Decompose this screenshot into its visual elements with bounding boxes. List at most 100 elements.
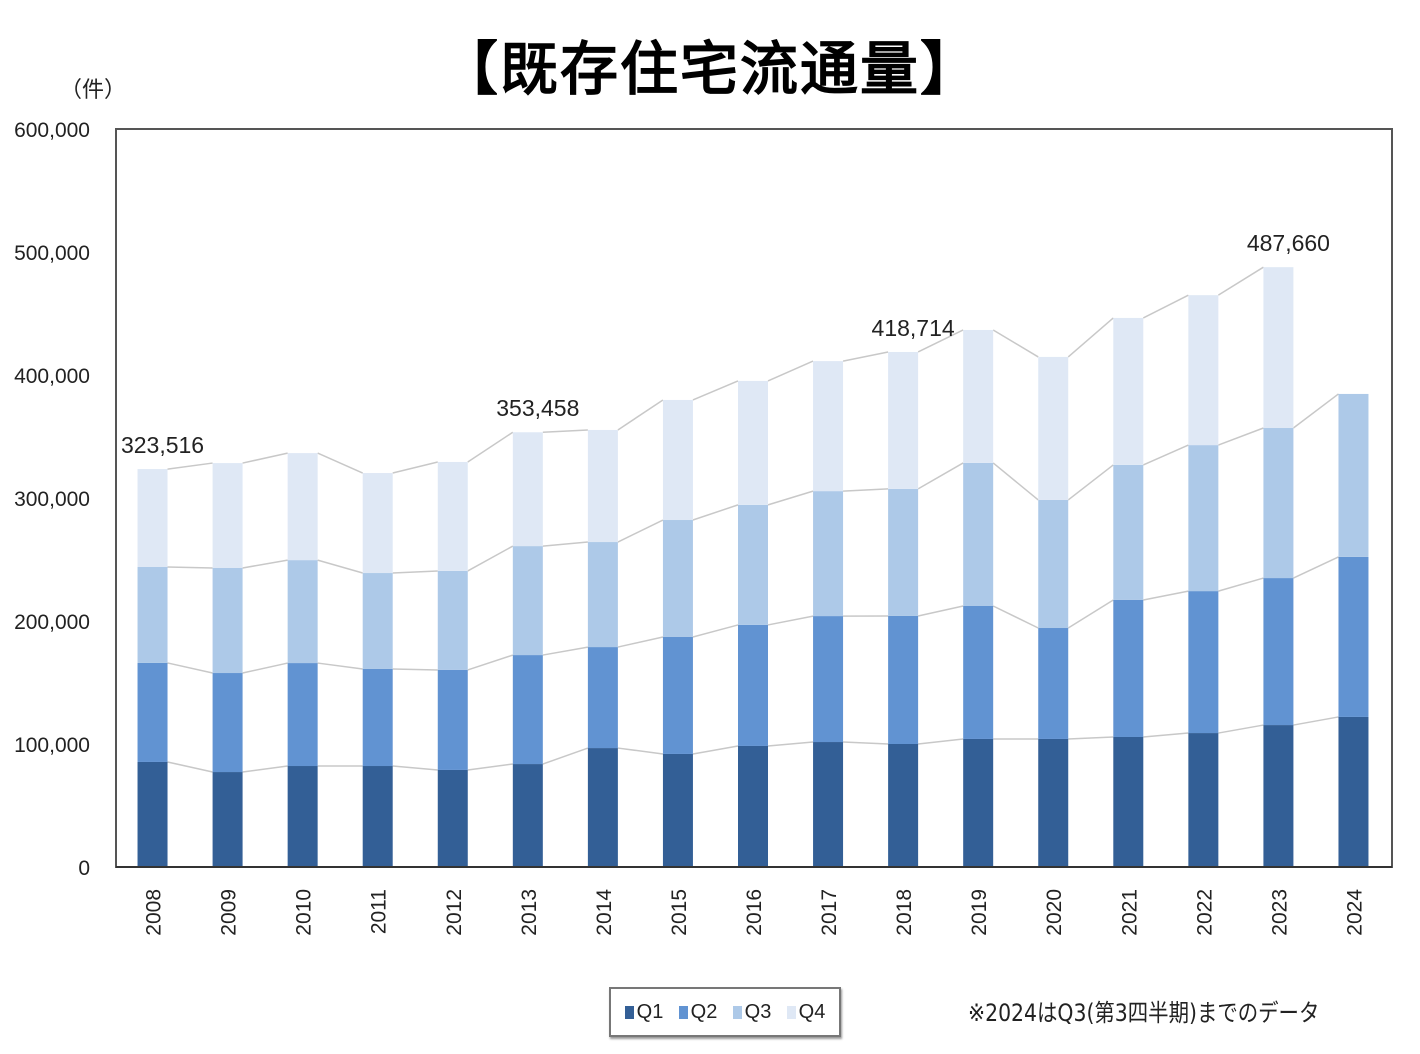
y-tick-label: 0 <box>78 857 90 880</box>
x-tick-label: 2016 <box>743 889 766 936</box>
y-tick-label: 500,000 <box>14 242 90 265</box>
series-connector-line <box>1143 732 1189 738</box>
series-connector-line <box>692 624 739 638</box>
bar-q2-2024 <box>1338 556 1369 717</box>
bar-q4-2016 <box>738 380 768 505</box>
series-connector-line <box>1067 599 1114 629</box>
bar-q4-2018 <box>888 351 919 489</box>
bar-q2-2012 <box>437 669 468 770</box>
bar-q1-2020 <box>1038 738 1069 867</box>
series-connector-line <box>992 462 1039 501</box>
bar-q4-2015 <box>662 399 693 521</box>
bar-q4-2008 <box>137 469 168 568</box>
bar-q2-2019 <box>963 605 994 739</box>
legend-label: Q1 <box>636 1000 664 1023</box>
bar-q1-2015 <box>662 753 693 867</box>
x-tick-label: 2023 <box>1268 889 1291 936</box>
series-connector-line <box>1143 590 1189 601</box>
series-connector-line <box>542 541 588 547</box>
bar-q1-2024 <box>1338 716 1369 867</box>
legend-label: Q3 <box>744 1000 772 1023</box>
x-tick-label: 2013 <box>518 889 541 936</box>
bar-q2-2017 <box>813 616 844 743</box>
series-connector-line <box>392 765 438 771</box>
series-connector-line <box>467 545 514 572</box>
series-connector-line <box>1293 716 1339 726</box>
x-tick-label: 2018 <box>893 889 916 936</box>
y-tick-label: 400,000 <box>14 365 90 388</box>
series-connector-line <box>692 745 739 755</box>
bar-q1-2010 <box>287 766 318 867</box>
series-connector-line <box>392 461 438 474</box>
bar-q2-2010 <box>287 663 318 767</box>
x-tick-label: 2010 <box>293 889 316 936</box>
series-connector-line <box>617 636 664 648</box>
series-connector-line <box>242 765 288 773</box>
bar-q1-2011 <box>362 766 393 867</box>
total-data-label: 487,660 <box>1247 230 1330 256</box>
bar-q1-2017 <box>813 742 844 867</box>
bar-q1-2018 <box>888 744 919 867</box>
bar-q1-2023 <box>1263 725 1294 867</box>
series-connector-line <box>317 559 363 574</box>
legend-label: Q2 <box>690 1000 718 1023</box>
bar-q1-2016 <box>738 745 768 867</box>
footnote: ※2024はQ3(第3四半期)までのデータ <box>968 999 1320 1027</box>
x-tick-label: 2022 <box>1193 889 1216 936</box>
bar-q4-2010 <box>287 453 318 561</box>
series-connector-line <box>843 741 889 745</box>
x-tick-label: 2024 <box>1343 889 1366 936</box>
bar-q2-2023 <box>1263 578 1294 726</box>
series-connector-line <box>467 654 514 671</box>
series-connector-line <box>167 761 213 773</box>
series-connector-line <box>1292 393 1339 429</box>
series-connector-line <box>242 662 288 674</box>
chart-title: 【既存住宅流通量】 <box>439 35 980 103</box>
series-connector-line <box>992 329 1039 358</box>
bar-q2-2009 <box>212 673 243 773</box>
series-connector-line <box>843 488 889 492</box>
bar-q4-2021 <box>1113 317 1144 465</box>
series-connector-line <box>767 490 814 506</box>
series-connector-line <box>1067 317 1114 358</box>
bar-q1-2013 <box>512 764 543 867</box>
series-connector-line <box>1142 444 1189 466</box>
bar-q3-2010 <box>287 560 318 664</box>
bar-q3-2008 <box>137 567 168 663</box>
total-data-label: 323,516 <box>121 432 204 458</box>
series-connector-line <box>1142 294 1189 319</box>
series-connector-line <box>1217 266 1264 296</box>
legend-item-q1: Q1 <box>624 1000 664 1024</box>
bar-q2-2016 <box>738 624 768 746</box>
series-connector-line <box>317 452 364 474</box>
series-connector-line <box>542 747 589 765</box>
series-connector-line <box>467 763 513 771</box>
series-connector-line <box>542 646 589 656</box>
x-tick-label: 2019 <box>968 889 991 936</box>
bar-q2-2022 <box>1188 591 1219 734</box>
series-connector-line <box>617 519 664 543</box>
series-connector-line <box>167 462 213 470</box>
series-connector-line <box>992 605 1039 629</box>
bar-q4-2022 <box>1188 295 1219 446</box>
series-connector-line <box>167 566 213 569</box>
bar-q1-2012 <box>437 769 468 867</box>
bar-q3-2020 <box>1038 499 1069 629</box>
series-connector-line <box>842 351 889 362</box>
bar-q3-2017 <box>813 491 844 617</box>
total-data-label: 353,458 <box>496 395 579 421</box>
bar-q2-2015 <box>662 636 693 754</box>
bar-q4-2009 <box>212 463 243 568</box>
series-connector-line <box>1067 464 1114 501</box>
y-tick-label: 200,000 <box>14 611 90 634</box>
legend-swatch <box>786 1005 796 1019</box>
legend-item-q4: Q4 <box>786 1001 825 1024</box>
bar-q1-2014 <box>587 748 618 867</box>
series-connector-line <box>392 668 438 671</box>
x-tick-label: 2009 <box>218 889 241 936</box>
x-tick-label: 2015 <box>668 889 691 936</box>
bar-q1-2022 <box>1188 733 1219 867</box>
total-data-label: 418,714 <box>872 315 955 341</box>
bar-q3-2021 <box>1113 464 1144 600</box>
